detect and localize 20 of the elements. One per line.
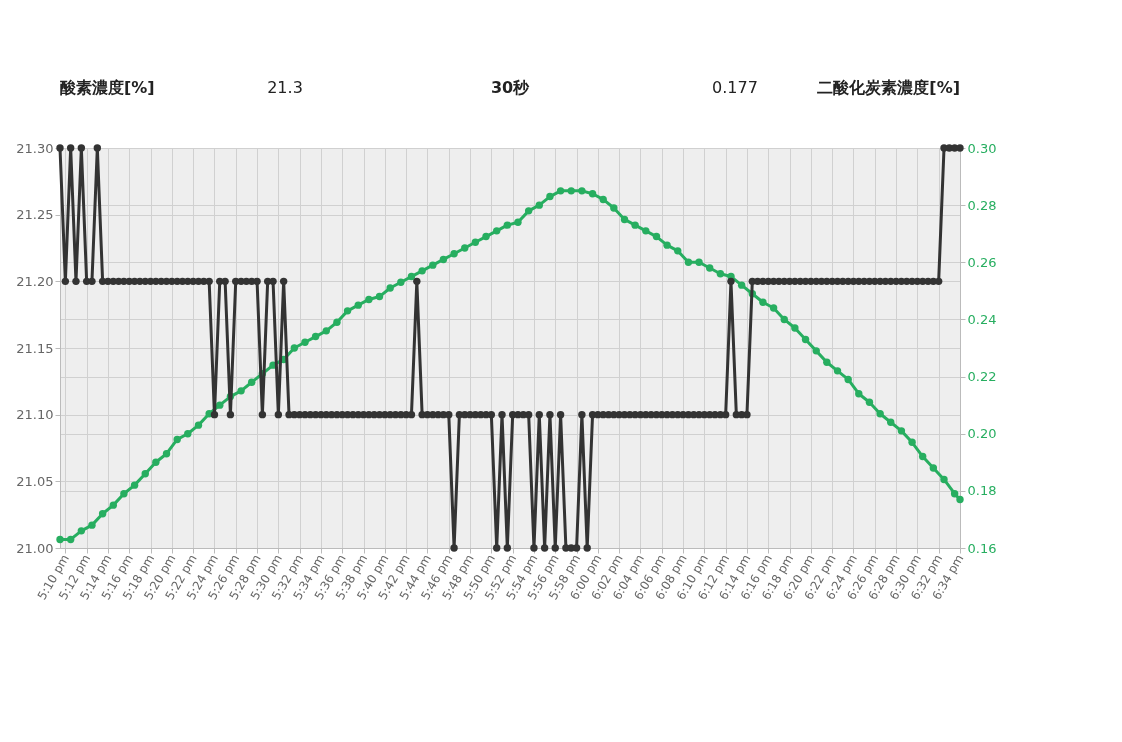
y-tick-label: 21.30 — [16, 140, 54, 156]
y-tick-label: 21.20 — [16, 273, 54, 289]
text: 30秒 — [490, 78, 531, 97]
y-tick-label: 21.25 — [16, 207, 54, 223]
text: 二酸化炭素濃度[%] — [817, 78, 960, 97]
y2-tick-label: 0.24 — [967, 311, 997, 327]
y2-tick-label: 0.16 — [967, 540, 997, 556]
y2-tick-label: 0.26 — [967, 254, 997, 270]
y-tick-label: 21.10 — [16, 407, 54, 423]
text: 酸素濃度[%] — [60, 78, 155, 97]
y2-tick-label: 0.28 — [967, 197, 997, 213]
y2-tick-label: 0.20 — [967, 426, 997, 442]
y2-tick-label: 0.18 — [967, 483, 997, 499]
text: 0.177 — [712, 78, 758, 97]
text: 21.3 — [267, 78, 303, 97]
y2-tick-label: 0.30 — [967, 140, 997, 156]
y-tick-label: 21.15 — [16, 340, 54, 356]
y-tick-label: 21.05 — [16, 473, 54, 489]
y2-tick-label: 0.22 — [967, 369, 997, 385]
y-tick-label: 21.00 — [16, 540, 54, 556]
